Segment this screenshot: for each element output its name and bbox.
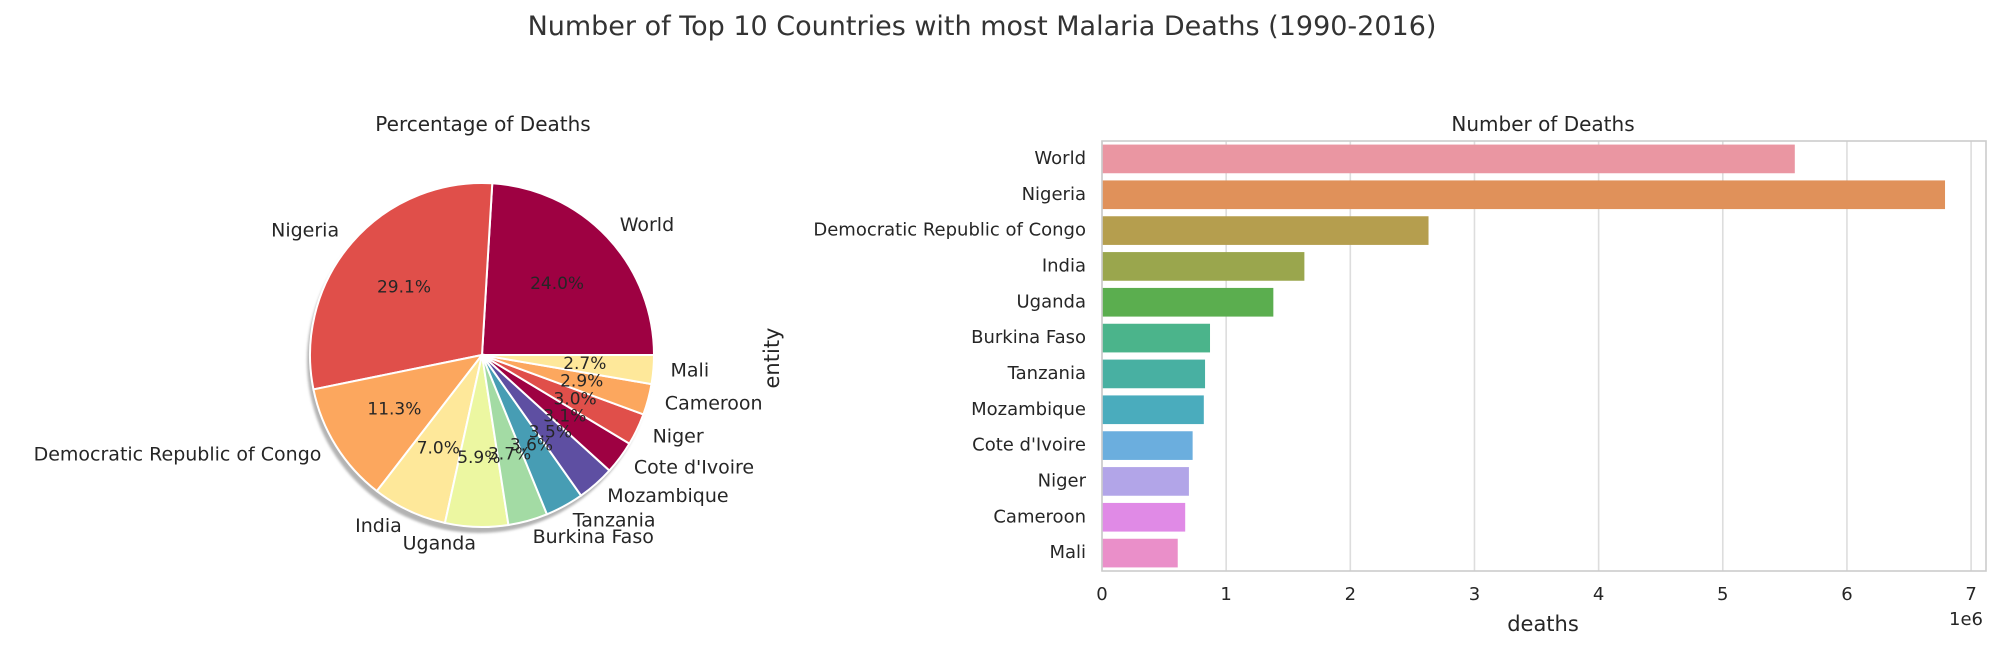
pie-label-world: World [620,214,674,236]
bar-x-axis-label: deaths [1507,612,1579,636]
bar-niger [1102,467,1189,496]
pie-chart: Percentage of Deaths World Nigeria Democra… [34,112,763,555]
bar-y-tick-labels: World Nigeria Democratic Republic of Congo… [813,148,1086,563]
pie-label-mozambique: Mozambique [607,485,728,507]
bar-x-tick-1: 1 [1220,584,1231,605]
bar-chart: Number of Deaths World Nigeria Democratic … [760,112,1987,636]
bar-nigeria [1102,180,1946,210]
bar-democratic-republic-of-congo [1102,216,1429,245]
bar-x-tick-6: 6 [1841,584,1852,605]
pie-label-mali: Mali [671,360,710,382]
pie-percent-burkina-faso: 3.7% [488,444,531,464]
pie-percent-mozambique: 3.5% [529,422,572,442]
bar-tanzania [1102,359,1206,389]
bar-x-tick-7: 7 [1965,584,1976,605]
pie-percent-democratic-republic-of-congo: 11.3% [367,400,421,420]
bar-x-tick-2: 2 [1345,584,1356,605]
pie-label-uganda: Uganda [403,533,476,555]
pie-labels: World Nigeria Democratic Republic of Congo… [34,214,763,555]
bar-gridlines [1101,141,1972,571]
bar-y-tick-burkina-faso: Burkina Faso [971,327,1086,348]
bar-x-tick-3: 3 [1469,584,1480,605]
pie-percent-tanzania: 3.6% [510,436,553,456]
pie-percent-niger: 3.0% [553,390,596,410]
bar-world [1102,144,1795,174]
pie-percent-cote-d-ivoire: 3.1% [543,407,586,427]
pie-slice-mali [481,354,656,386]
bar-mali [1102,538,1178,568]
bar-burkina-faso [1102,323,1211,353]
pie-label-tanzania: Tanzania [572,510,656,532]
bar-y-tick-nigeria: Nigeria [1022,184,1086,205]
pie-label-democratic-republic-of-congo: Democratic Republic of Congo [34,444,322,466]
bar-bars [1102,144,1946,568]
bar-plot-frame [1101,140,1987,572]
pie-label-cote-d-ivoire: Cote d'Ivoire [634,456,754,478]
bar-y-tick-mozambique: Mozambique [971,399,1086,420]
bar-x-offset-text: 1e6 [1949,609,1983,630]
pie-slices [309,182,656,528]
pie-label-niger: Niger [653,425,704,447]
bar-cameroon [1102,502,1186,532]
pie-label-burkina-faso: Burkina Faso [533,526,654,548]
bar-y-tick-cameroon: Cameroon [993,506,1086,527]
bar-y-tick-democratic-republic-of-congo: Democratic Republic of Congo [813,220,1086,241]
pie-slice-world [480,182,656,356]
bar-x-tick-0: 0 [1096,584,1107,605]
bar-india [1102,252,1305,281]
bar-mozambique [1102,395,1204,425]
pie-percent-uganda: 5.9% [457,448,500,468]
bar-y-tick-cote-d-ivoire: Cote d'Ivoire [972,435,1086,456]
bar-x-tick-labels: 0 1 2 3 4 5 6 7 [1096,584,1977,605]
bar-uganda [1102,287,1274,317]
bar-x-tick-5: 5 [1717,584,1728,605]
pie-percent-india: 7.0% [417,439,460,459]
pie-percent-world: 24.0% [530,274,584,294]
bar-y-tick-uganda: Uganda [1017,291,1087,312]
pie-label-cameroon: Cameroon [665,392,763,414]
pie-chart-title: Percentage of Deaths [375,112,590,136]
bar-y-tick-india: India [1042,255,1086,276]
bar-chart-title: Number of Deaths [1451,112,1634,136]
bar-y-axis-label: entity [760,328,784,389]
pie-label-nigeria: Nigeria [271,220,339,242]
figure-title: Number of Top 10 Countries with most Mal… [528,11,1437,42]
bar-y-tick-niger: Niger [1038,470,1087,491]
bar-x-tick-4: 4 [1593,584,1604,605]
pie-label-india: India [355,515,402,537]
pie-percent-nigeria: 29.1% [377,277,431,297]
pie-percent-labels: 24.0% 29.1% 11.3% 7.0%5.9%3.7%3.6%3.5%3.1%3… [367,274,606,468]
bar-y-tick-world: World [1034,148,1086,169]
pie-slice-democratic-republic-of-congo [312,353,485,493]
pie-percent-mali: 2.7% [563,354,606,374]
bar-y-tick-mali: Mali [1049,542,1086,563]
bar-y-tick-tanzania: Tanzania [1007,363,1086,384]
pie-percent-cameroon: 2.9% [560,372,603,392]
bar-cote-d-ivoire [1102,431,1193,460]
pie-slice-nigeria [309,182,494,391]
